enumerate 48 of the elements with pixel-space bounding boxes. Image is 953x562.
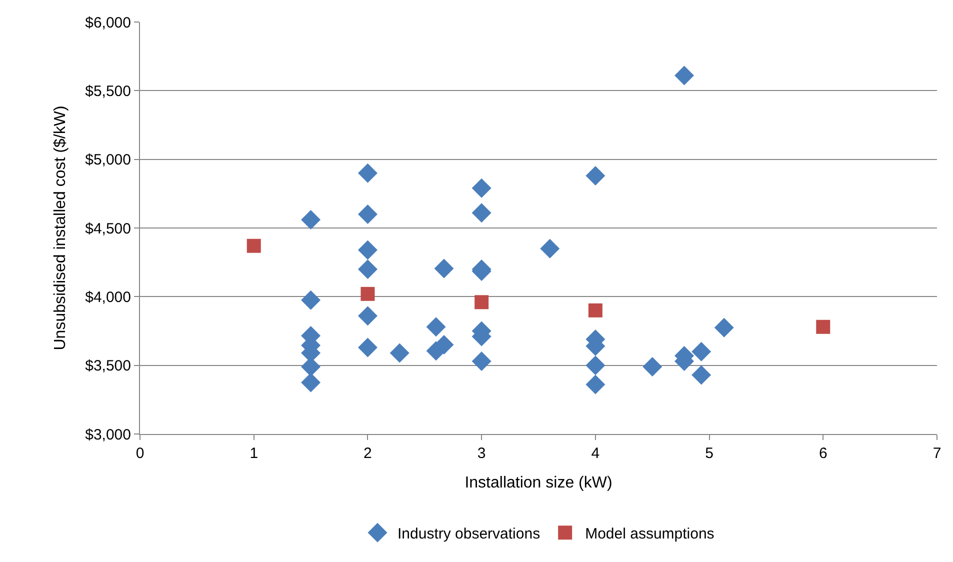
point — [540, 238, 560, 258]
x-tick-label: 5 — [705, 445, 714, 462]
point — [816, 320, 830, 334]
point — [692, 365, 712, 385]
y-tick-label: $5,500 — [85, 82, 131, 100]
x-tick-label: 0 — [136, 445, 144, 462]
point — [586, 166, 606, 186]
point — [301, 290, 321, 310]
y-tick-label: $5,000 — [85, 152, 131, 169]
point — [714, 318, 734, 338]
point — [586, 356, 606, 376]
point — [301, 210, 321, 230]
point — [358, 259, 378, 279]
point — [586, 374, 606, 394]
point — [472, 351, 492, 371]
point — [358, 240, 378, 260]
point — [358, 163, 378, 183]
point — [246, 238, 261, 253]
point — [642, 356, 662, 376]
point — [301, 372, 321, 392]
point — [472, 203, 492, 223]
point — [358, 338, 378, 358]
point — [674, 66, 694, 86]
point — [474, 295, 489, 310]
x-tick-label: 2 — [364, 445, 372, 462]
y-tick-label: $3,000 — [85, 426, 131, 444]
x-tick-label: 3 — [477, 445, 486, 462]
point — [358, 306, 378, 326]
legend-label: Industry observations — [398, 526, 540, 542]
x-axis-title: Installation size (kW) — [464, 474, 612, 492]
y-tick-label: $4,000 — [85, 288, 131, 306]
y-tick-label: $3,500 — [85, 358, 131, 375]
x-tick-label: 1 — [250, 445, 258, 462]
y-tick-label: $6,000 — [85, 14, 131, 32]
point — [358, 204, 378, 224]
point — [588, 303, 602, 318]
y-tick-label: $4,500 — [85, 220, 131, 238]
x-tick-label: 6 — [818, 445, 828, 462]
y-axis-title: Unsubsidised installed cost ($/kW) — [52, 106, 70, 350]
x-tick-label: 7 — [932, 445, 942, 462]
point — [360, 286, 375, 301]
point — [390, 343, 410, 363]
point — [426, 317, 446, 337]
point — [434, 258, 454, 278]
point — [692, 342, 712, 362]
point — [472, 178, 492, 198]
legend-label: Model assumptions — [585, 526, 714, 542]
x-tick-label: 4 — [591, 445, 600, 462]
